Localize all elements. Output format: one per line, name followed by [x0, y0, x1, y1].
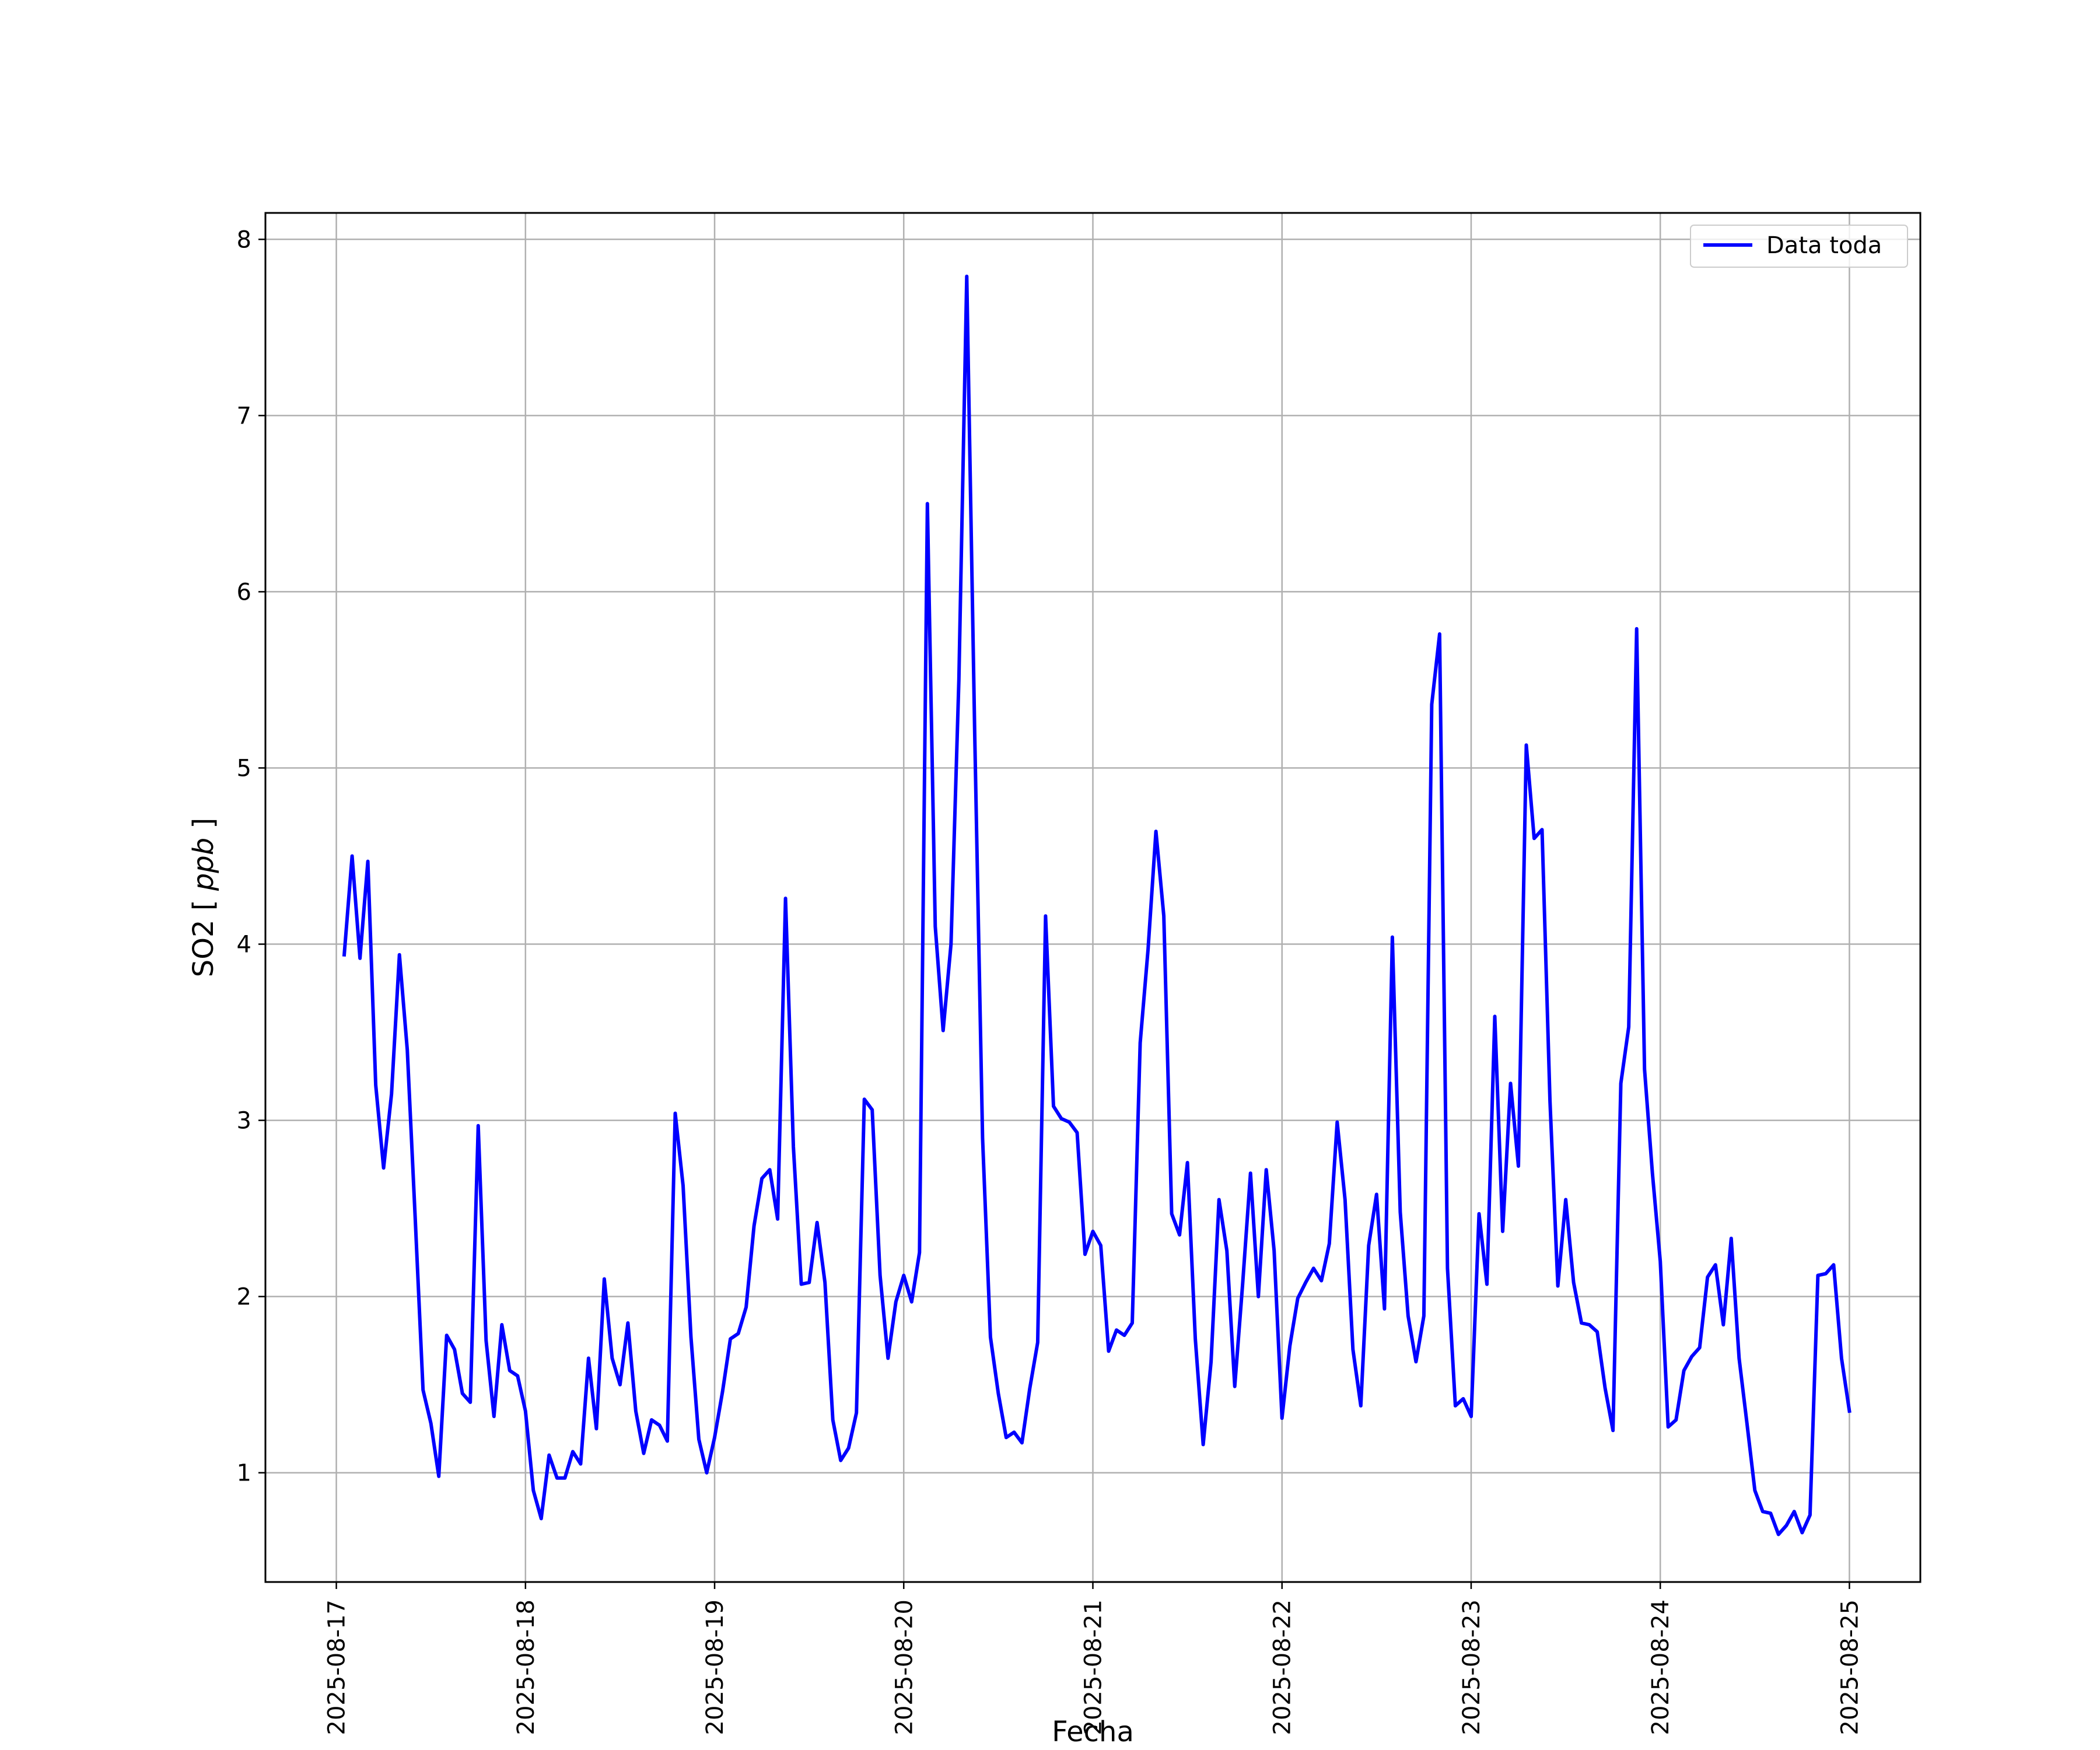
legend: Data toda — [1690, 225, 1908, 268]
axis-ticks: 1 2 3 4 5 6 7 8 2025-08-17 2025-08-18 2025-08-19 20… — [237, 226, 1864, 1735]
x-axis-title: Fecha — [1052, 1716, 1134, 1748]
x-tick-label: 2025-08-17 — [324, 1600, 351, 1735]
y-tick-label: 8 — [237, 226, 251, 253]
y-axis-title-quantity: SO2 — [187, 919, 220, 977]
x-tick-label: 2025-08-19 — [702, 1600, 729, 1735]
y-axis-title-bracket-close: ] — [187, 818, 220, 829]
y-tick-label: 4 — [237, 932, 251, 958]
legend-label-data-toda: Data toda — [1766, 232, 1882, 259]
series-layer — [342, 274, 1852, 1536]
x-tick-label: 2025-08-21 — [1080, 1600, 1107, 1735]
y-axis-title: SO2 [ ppb ] — [187, 818, 220, 977]
y-tick-label: 7 — [237, 402, 251, 429]
series-line-data-toda — [342, 274, 1852, 1536]
x-tick-label: 2025-08-20 — [891, 1600, 918, 1735]
y-tick-label: 6 — [237, 579, 251, 606]
x-tick-label: 2025-08-22 — [1269, 1600, 1296, 1735]
x-tick-label: 2025-08-25 — [1836, 1600, 1863, 1735]
y-tick-label: 5 — [237, 755, 251, 782]
y-axis-title-unit: ppb — [187, 838, 220, 891]
x-tick-label: 2025-08-18 — [513, 1600, 540, 1735]
y-tick-label: 1 — [237, 1460, 251, 1487]
y-tick-label: 3 — [237, 1108, 251, 1135]
y-tick-label: 2 — [237, 1284, 251, 1311]
grid — [265, 213, 1920, 1582]
legend-box — [1690, 225, 1908, 268]
y-axis-title-bracket-open: [ — [187, 900, 220, 911]
x-tick-label: 2025-08-24 — [1647, 1600, 1674, 1735]
x-tick-label: 2025-08-23 — [1458, 1600, 1485, 1735]
